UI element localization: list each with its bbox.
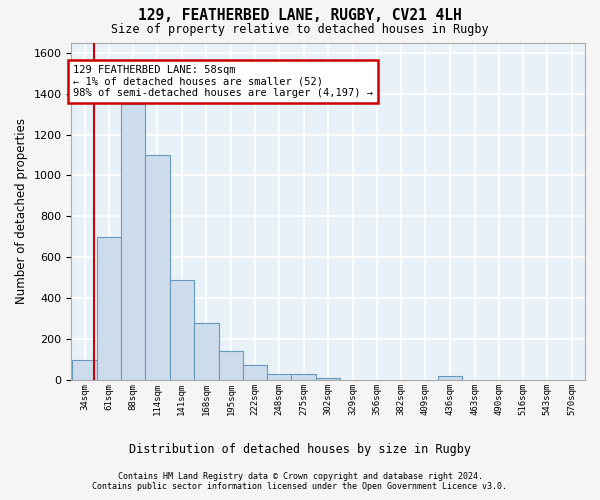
- Bar: [121, 104, 145, 380]
- Bar: [145, 155, 170, 380]
- Bar: [438, 376, 462, 380]
- Bar: [316, 378, 340, 380]
- Y-axis label: Number of detached properties: Number of detached properties: [15, 118, 28, 304]
- Bar: [170, 280, 194, 380]
- Text: 129 FEATHERBED LANE: 58sqm
← 1% of detached houses are smaller (52)
98% of semi-: 129 FEATHERBED LANE: 58sqm ← 1% of detac…: [73, 65, 373, 98]
- Text: Size of property relative to detached houses in Rugby: Size of property relative to detached ho…: [111, 22, 489, 36]
- Bar: [243, 364, 267, 380]
- Bar: [194, 322, 218, 380]
- Bar: [73, 360, 97, 380]
- Bar: [267, 374, 292, 380]
- Text: Contains HM Land Registry data © Crown copyright and database right 2024.: Contains HM Land Registry data © Crown c…: [118, 472, 482, 481]
- Bar: [292, 374, 316, 380]
- Text: Distribution of detached houses by size in Rugby: Distribution of detached houses by size …: [129, 442, 471, 456]
- Bar: [218, 352, 243, 380]
- Text: Contains public sector information licensed under the Open Government Licence v3: Contains public sector information licen…: [92, 482, 508, 491]
- Bar: [97, 237, 121, 380]
- Text: 129, FEATHERBED LANE, RUGBY, CV21 4LH: 129, FEATHERBED LANE, RUGBY, CV21 4LH: [138, 8, 462, 22]
